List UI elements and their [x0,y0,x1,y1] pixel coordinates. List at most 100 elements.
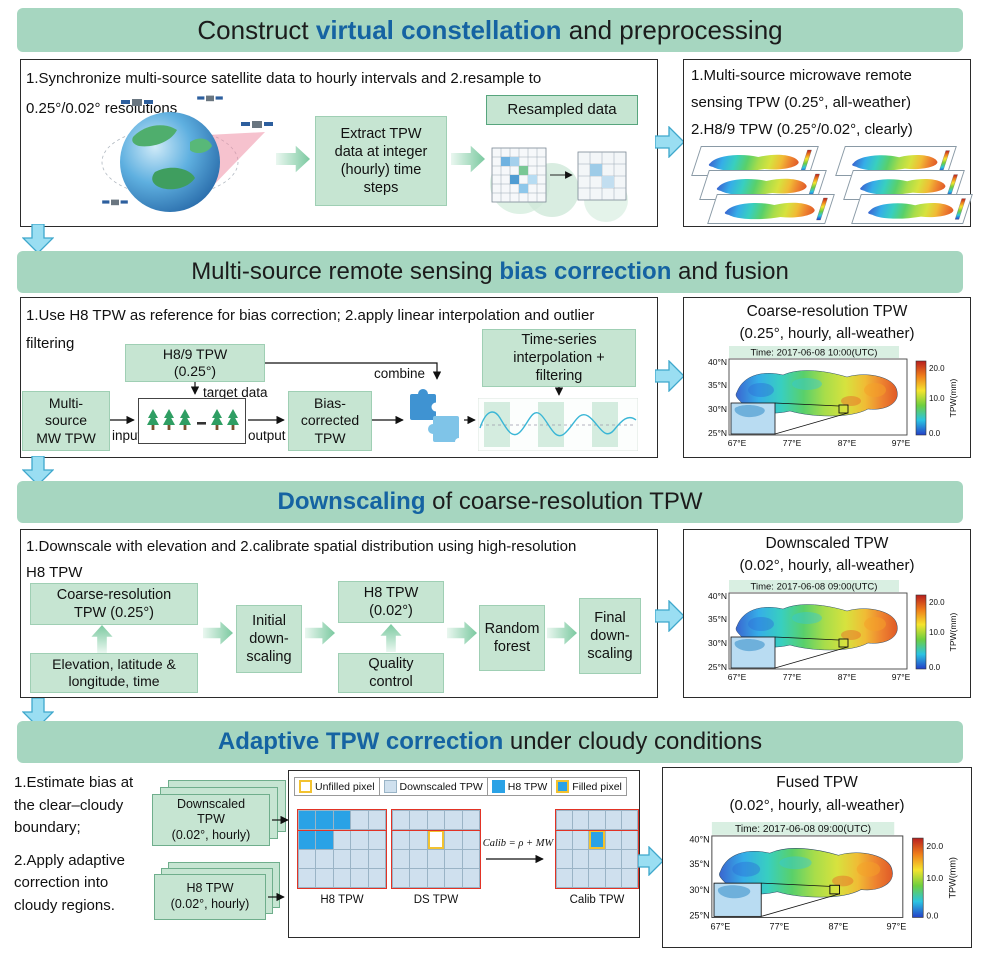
title-post: of coarse-resolution TPW [425,488,703,515]
arrow [486,854,544,864]
map-layer [699,170,827,200]
colorbar-tick: 10.0 [926,873,943,883]
grid-label-h8: H8 TPW [320,894,364,906]
s2-map-title: Coarse-resolution TPW [746,303,908,320]
h8-pixel-swatch [491,780,505,793]
legend-label: Unfilled pixel [315,780,375,793]
map-ytick: 35°N [708,614,727,624]
legend-item: H8 TPW [488,778,553,795]
pixel-legend: Unfilled pixel Downscaled TPW H8 TPW Fil… [294,777,627,796]
title-post: and preprocessing [561,14,783,45]
colorbar-tick: 10.0 [929,394,945,403]
section1-banner: Construct virtual constellation and prep… [17,8,963,52]
grid-label-ds: DS TPW [413,894,459,906]
grid-cell [368,868,385,887]
section-arrow-right [655,600,685,632]
grid-cell [333,811,351,830]
s4-map-subtitle: (0.02°, hourly, all-weather) [729,797,905,814]
grid-cell [462,868,479,887]
earth-satellites-graphic [101,95,273,212]
colorbar-label: TPW(mm) [947,857,957,898]
s3-description: 1.Downscale with elevation and 2.calibra… [26,538,577,581]
resampling-grids-graphic [490,147,628,222]
grid-cell [393,868,410,887]
grid-cell [605,811,621,830]
elevation-box: Elevation, latitude & longitude, time [30,653,198,693]
map-xtick: 67°E [711,921,731,931]
map-xtick: 97°E [886,921,906,931]
map-ytick: 25°N [708,428,727,438]
map-xtick: 87°E [838,672,857,682]
colorbar-tick: 0.0 [926,911,938,921]
colorbar-tick: 10.0 [929,628,945,637]
time-series-plot [478,398,638,451]
tpw-map-downscaled: Time: 2017-06-08 09:00(UTC) 40°N 35°N 30… [708,580,958,682]
title-highlight: bias correction [499,258,672,285]
grid-cell [427,868,445,887]
grid-cell [462,811,479,830]
map-xtick: 67°E [728,438,747,448]
grid-cell [589,811,605,830]
target-data-label: target data [203,385,268,400]
grid-cell [557,868,573,887]
grid-cell [427,830,445,849]
grid-cell [427,849,445,868]
unfilled-pixel-swatch [299,780,312,793]
coarse-tpw-box: Coarse-resolution TPW (0.25°) [30,583,198,625]
s1-output-line3: 2.H8/9 TPW (0.25°/0.02°, clearly) [691,121,913,138]
ds-pixel-grid [391,809,481,889]
grid-cell [445,830,462,849]
map-xtick: 77°E [770,921,790,931]
s2-map-subtitle: (0.25°, hourly, all-weather) [739,325,915,342]
initial-downscaling-box: Initial down- scaling [236,605,302,673]
bias-corrected-tpw-box: Bias- corrected TPW [288,391,372,451]
map-xtick: 87°E [829,921,849,931]
title-post: under cloudy conditions [503,728,763,755]
section3-title: Downscaling of coarse-resolution TPW [277,488,702,516]
map-time-label: Time: 2017-06-08 09:00(UTC) [735,824,871,835]
s1-output-line1: 1.Multi-source microwave remote [691,67,912,84]
grid-cell [351,849,368,868]
satellite-icon [197,95,223,102]
tree-icon [211,409,223,430]
grid-cell [605,868,621,887]
section3-banner: Downscaling of coarse-resolution TPW [17,481,963,523]
s3-map-title: Downscaled TPW [765,535,889,552]
grid-cell [621,868,637,887]
tree-icon [227,409,239,430]
tree-icon [147,409,159,430]
title-pre: Multi-source remote sensing [191,258,500,285]
grid-cell [299,849,316,868]
satellite-icon [121,99,153,106]
map-xtick: 97°E [892,438,911,448]
grid-cell [299,830,316,849]
map-layer [707,194,835,224]
grid-cell [621,830,637,849]
h8-stack-box: H8 TPW (0.02°, hourly) [154,874,266,920]
h8-pixel-grid [297,809,387,889]
legend-label: Downscaled TPW [399,780,483,793]
grid-cell [368,849,385,868]
combine-label: combine [374,366,426,381]
grid-cell [445,811,462,830]
grid-cell [589,868,605,887]
s2-description: 1.Use H8 TPW as reference for bias corre… [26,307,595,352]
title-highlight: virtual constellation [315,14,562,45]
map-xtick: 87°E [838,438,857,448]
title-pre: Construct [197,14,316,45]
h8-tpw-box: H8/9 TPW (0.25°) [125,344,265,382]
grid-cell [605,830,621,849]
bias-model-graphic [138,398,246,444]
map-ytick: 35°N [689,859,709,869]
puzzle-combine-icon [410,389,463,446]
map-ytick: 25°N [689,911,709,921]
map-ytick: 30°N [708,638,727,648]
grid-cell [605,849,621,868]
grid-cell [573,830,589,849]
input-label: input [112,428,142,443]
map-xtick: 77°E [783,438,802,448]
grid-cell [351,811,368,830]
satellite-icon [102,199,128,206]
colorbar [915,360,927,436]
grid-cell [351,830,368,849]
